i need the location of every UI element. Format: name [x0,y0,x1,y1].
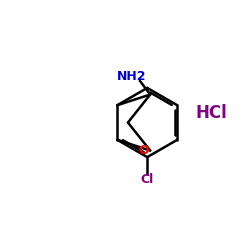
Text: O: O [138,144,148,157]
Text: NH2: NH2 [116,70,146,84]
Text: Cl: Cl [141,173,154,186]
Text: HCl: HCl [196,104,228,122]
